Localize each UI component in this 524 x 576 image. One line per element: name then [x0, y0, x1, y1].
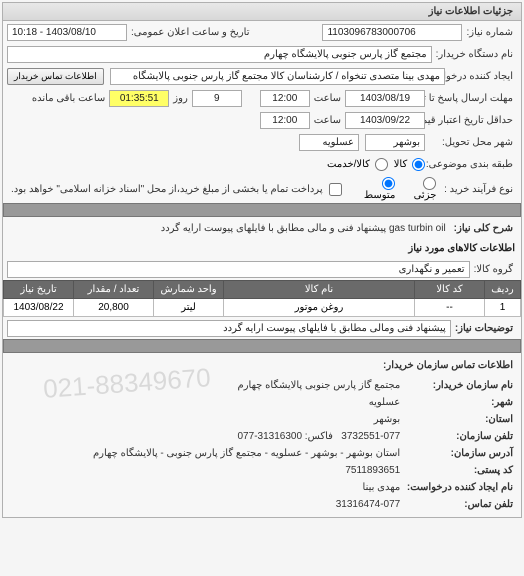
need-title-label: شرح کلی نیاز: [450, 223, 517, 234]
days-value: 9 [192, 90, 242, 107]
req-phone-value: 31316474-077 [336, 499, 401, 510]
delivery-city-label: شهر محل تحویل: [425, 137, 517, 148]
khadamat-radio-label[interactable]: کالا/خدمت [327, 158, 388, 171]
day-label: روز [169, 93, 192, 104]
contact-info-block: اطلاعات تماس سازمان خریدار: نام سازمان خ… [3, 353, 521, 517]
items-table: ردیفکد کالانام کالاواحد شمارشتعداد / مقد… [3, 280, 521, 317]
req-phone-label: تلفن تماس: [403, 496, 513, 513]
deadline-time: 12:00 [260, 90, 310, 107]
province-label: استان: [403, 411, 513, 428]
medium-radio-label[interactable]: متوسط [353, 177, 396, 201]
city-value: عسلویه [369, 397, 401, 408]
creator-label: ایجاد کننده درخواست: [445, 71, 517, 82]
table-header: تعداد / مقدار [74, 281, 154, 299]
contact-section-title: اطلاعات تماس سازمان خریدار: [11, 357, 513, 374]
org-buyer-value: مجتمع گاز پارس جنوبی پالایشگاه چهارم [238, 380, 401, 391]
req-creator-label: نام ایجاد کننده درخواست: [403, 479, 513, 496]
announce-dt-value: 1403/08/10 - 10:18 [7, 24, 127, 41]
group-label: گروه کالا: [470, 264, 517, 275]
org-buyer-label: نام سازمان خریدار: [403, 377, 513, 394]
province-value: بوشهر [374, 414, 400, 425]
deadline-label: مهلت ارسال پاسخ تا تاریخ: [425, 93, 517, 104]
hour-label-1: ساعت [310, 93, 345, 104]
payment-checkbox[interactable] [329, 183, 342, 196]
group-value: تعمیر و نگهداری [7, 261, 470, 278]
table-header: نام کالا [224, 281, 415, 299]
kala-radio-label[interactable]: کالا [394, 158, 425, 171]
org-name-value: مجتمع گاز پارس جنوبی پالایشگاه چهارم [7, 46, 432, 63]
table-cell: لیتر [154, 299, 224, 317]
items-section-title: اطلاعات کالاهای مورد نیاز [3, 239, 521, 258]
hour-label-2: ساعت [310, 115, 345, 126]
medium-radio[interactable] [382, 177, 395, 190]
deadline-date: 1403/08/19 [345, 90, 425, 107]
remain-time: 01:35:51 [109, 90, 169, 107]
table-header: واحد شمارش [154, 281, 224, 299]
table-header: تاریخ نیاز [4, 281, 74, 299]
req-creator-value: مهدی بینا [363, 482, 401, 493]
table-cell: 1403/08/22 [4, 299, 74, 317]
remain-label: ساعت باقی مانده [28, 93, 109, 104]
buyer-contact-button[interactable]: اطلاعات تماس خریدار [7, 68, 104, 85]
announce-dt-label: تاریخ و ساعت اعلان عمومی: [127, 27, 254, 38]
partial-radio-label[interactable]: جزئی [401, 177, 436, 201]
postal-label: کد پستی: [403, 462, 513, 479]
validity-date: 1403/09/22 [345, 112, 425, 129]
creator-value: مهدی بینا متصدی تنخواه / کارشناسان کالا … [110, 68, 445, 85]
validity-label: حداقل تاریخ اعتبار قیمت: تا تاریخ: [425, 115, 517, 126]
table-cell: 1 [485, 299, 521, 317]
table-cell: -- [415, 299, 485, 317]
postal-value: 7511893651 [345, 465, 400, 476]
desc-value: پیشنهاد فنی ومالی مطابق با فایلهای پیوست… [7, 320, 451, 337]
table-cell: 20,800 [74, 299, 154, 317]
table-cell: روغن موتور [224, 299, 415, 317]
need-details-panel: جزئیات اطلاعات نیاز شماره نیاز: 11030967… [2, 2, 522, 518]
table-row[interactable]: 1--روغن موتورلیتر20,8001403/08/22 [4, 299, 521, 317]
delivery-sub: عسلویه [299, 134, 359, 151]
fax-value: 31316300-077 [238, 431, 303, 442]
need-title-value: gas turbin oil پیشنهاد فنی و مالی مطابق … [7, 223, 450, 234]
city-label: شهر: [403, 394, 513, 411]
phone-value: 3732551-077 [341, 431, 400, 442]
khadamat-radio[interactable] [375, 158, 388, 171]
partial-radio[interactable] [423, 177, 436, 190]
separator-strip-2 [3, 339, 521, 353]
address-value: استان بوشهر - بوشهر - عسلویه - مجتمع گاز… [93, 448, 400, 459]
validity-time: 12:00 [260, 112, 310, 129]
panel-title: جزئیات اطلاعات نیاز [3, 3, 521, 21]
separator-strip [3, 203, 521, 217]
address-label: آدرس سازمان: [403, 445, 513, 462]
buytype-label: نوع فرآیند خرید : [436, 184, 517, 195]
phone-label: تلفن سازمان: [403, 428, 513, 445]
payment-note: پرداخت تمام یا بخشی از مبلغ خرید،از محل … [7, 184, 327, 195]
table-header: کد کالا [415, 281, 485, 299]
need-no-value: 1103096783000706 [322, 24, 462, 41]
need-no-label: شماره نیاز: [462, 27, 517, 38]
delivery-city: بوشهر [365, 134, 425, 151]
org-name-label: نام دستگاه خریدار: [432, 49, 517, 60]
category-label: طبقه بندی موضوعی: [425, 159, 517, 170]
kala-radio[interactable] [412, 158, 425, 171]
table-header: ردیف [485, 281, 521, 299]
desc-label: توضیحات نیاز: [451, 323, 517, 334]
